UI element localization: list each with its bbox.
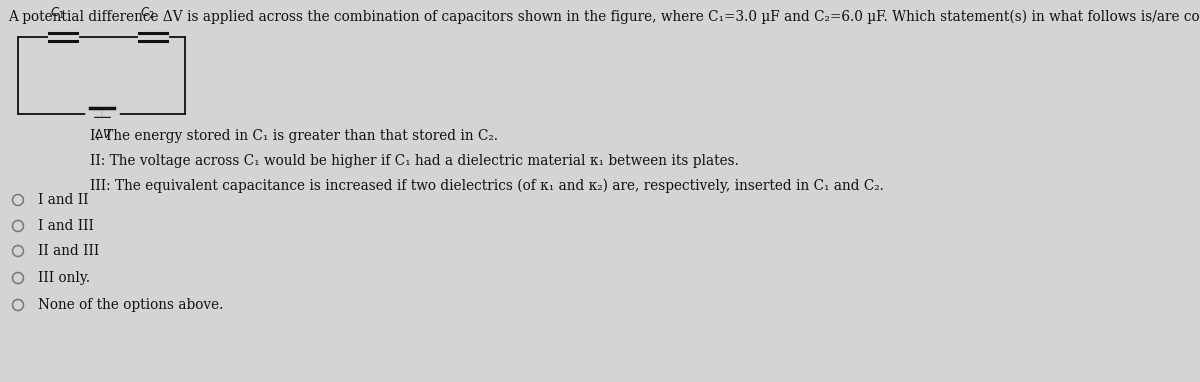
- Text: $C_2$: $C_2$: [139, 6, 155, 21]
- Text: $C_1$: $C_1$: [49, 6, 65, 21]
- Text: $\Delta V$: $\Delta V$: [94, 128, 113, 141]
- Text: None of the options above.: None of the options above.: [38, 298, 223, 312]
- Text: A potential difference ΔV is applied across the combination of capacitors shown : A potential difference ΔV is applied acr…: [8, 10, 1200, 24]
- Text: III: The equivalent capacitance is increased if two dielectrics (of κ₁ and κ₂) a: III: The equivalent capacitance is incre…: [90, 179, 884, 193]
- Text: II: The voltage across C₁ would be higher if C₁ had a dielectric material κ₁ bet: II: The voltage across C₁ would be highe…: [90, 154, 739, 168]
- Text: I: The energy stored in C₁ is greater than that stored in C₂.: I: The energy stored in C₁ is greater th…: [90, 129, 498, 143]
- Text: I and II: I and II: [38, 193, 89, 207]
- Text: III only.: III only.: [38, 271, 90, 285]
- Text: II and III: II and III: [38, 244, 100, 258]
- Text: I and III: I and III: [38, 219, 94, 233]
